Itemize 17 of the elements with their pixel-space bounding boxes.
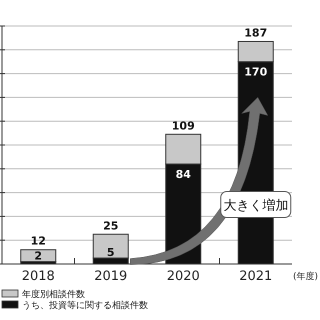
x-tick-label: 2021 xyxy=(239,269,272,284)
x-tick-label: 2020 xyxy=(166,269,200,284)
total-label: 12 xyxy=(30,234,46,248)
annotation: 大きく増加 xyxy=(223,198,288,214)
data-label: 5 xyxy=(106,246,115,260)
x-tick-label: 2019 xyxy=(94,269,128,284)
x-axis-title: (年度) xyxy=(293,271,318,282)
x-tick-label: 2018 xyxy=(22,269,55,284)
total-label: 187 xyxy=(244,26,268,40)
legend-label: 年度別相談件数 xyxy=(22,289,85,300)
data-label: 84 xyxy=(176,168,192,182)
data-label: 170 xyxy=(244,66,268,79)
bar xyxy=(20,249,56,262)
legend-label: うち、投資等に関する相談件数 xyxy=(22,300,148,311)
data-label: 2 xyxy=(34,250,42,263)
total-label: 25 xyxy=(103,219,118,232)
total-label: 109 xyxy=(172,119,195,132)
